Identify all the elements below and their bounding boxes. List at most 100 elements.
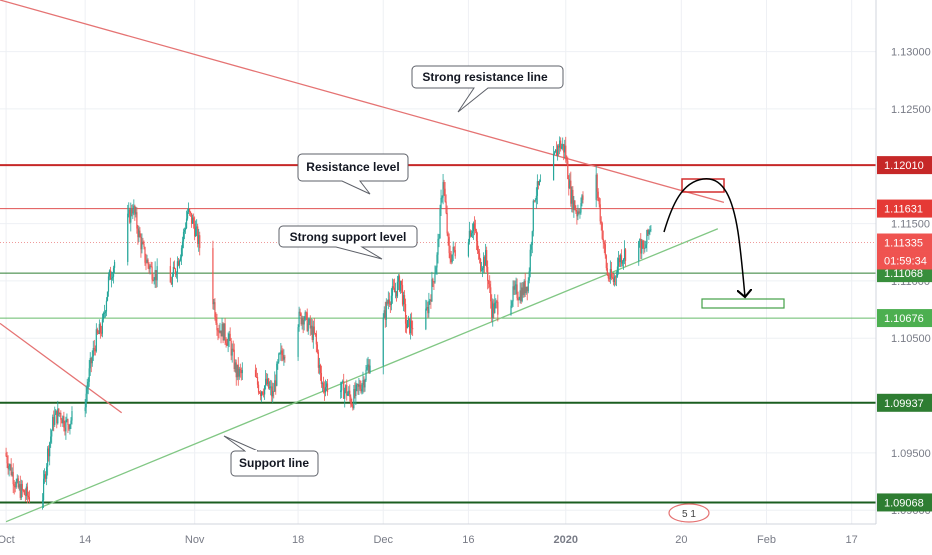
candle-body <box>604 244 606 256</box>
candle-body <box>407 318 410 321</box>
time-axis[interactable] <box>0 523 932 550</box>
candle-body <box>49 442 51 457</box>
candle-body <box>156 266 158 281</box>
price-tag-label: 1.12010 <box>884 160 924 172</box>
candle-body <box>108 270 111 277</box>
candle-body <box>93 347 95 349</box>
candle-body <box>489 284 491 288</box>
candle-body <box>71 411 73 421</box>
candle-body <box>537 181 539 185</box>
candle-body <box>367 364 369 368</box>
candle-body <box>366 367 368 370</box>
candle-body <box>64 427 66 432</box>
candle-body <box>536 181 538 196</box>
candle-body <box>230 340 232 356</box>
candle-body <box>44 474 46 479</box>
candle-body <box>621 261 624 264</box>
trendline-resistance <box>0 0 725 204</box>
candle-body <box>269 387 271 389</box>
candle-body <box>446 212 448 234</box>
event-marker-text: 5 1 <box>682 509 696 520</box>
candle-body <box>392 286 394 288</box>
callout-resistance-level[interactable]: Resistance level <box>297 153 409 195</box>
candle-body <box>539 180 542 182</box>
candle-body <box>220 330 222 337</box>
price-tick-label: 1.09500 <box>891 448 931 460</box>
candle-body <box>28 497 31 502</box>
candle-body <box>650 229 652 231</box>
candle-body <box>95 329 97 352</box>
projection-arc <box>663 178 745 297</box>
candle-body <box>359 384 361 389</box>
candle-body <box>63 416 65 428</box>
candle-body <box>477 250 480 254</box>
candle-body <box>350 396 352 405</box>
candle-body <box>305 312 307 314</box>
candle-body <box>406 320 409 329</box>
trendline-early-resistance <box>0 322 123 414</box>
candle-body <box>146 259 148 263</box>
candle-body <box>527 280 529 292</box>
candle-body <box>135 212 137 215</box>
candle-body <box>398 276 401 291</box>
candle-body <box>577 211 579 217</box>
candle-body <box>136 212 138 229</box>
candle-body <box>7 463 9 470</box>
candle-body <box>154 270 156 280</box>
candle-body <box>382 317 384 366</box>
candle-body <box>229 333 231 341</box>
candle-body <box>560 140 562 149</box>
candle-body <box>553 152 556 154</box>
candle-body <box>576 211 578 217</box>
callout-support-line[interactable]: Support line <box>223 435 319 477</box>
candle-body <box>20 484 22 498</box>
candle-body <box>349 390 351 397</box>
candle-body <box>344 390 346 399</box>
candle-body <box>438 238 440 240</box>
candle-body <box>323 388 326 393</box>
candle-body <box>25 486 27 496</box>
price-tag-label: 1.10676 <box>884 313 924 325</box>
callout-strong-support[interactable]: Strong support level <box>278 225 418 260</box>
candle-body <box>563 144 565 153</box>
candle-body <box>11 471 13 475</box>
candle-body <box>89 357 91 369</box>
callout-strong-resistance[interactable]: Strong resistance line <box>411 65 564 113</box>
event-marker[interactable]: 5 1 <box>668 503 710 523</box>
candle-body <box>257 384 260 393</box>
candle-body <box>175 273 178 275</box>
callout-strong-support-text: Strong support level <box>290 230 407 244</box>
candle-body <box>434 274 436 283</box>
candle-body <box>5 452 7 456</box>
candle-body <box>393 287 396 293</box>
projection-drawing <box>663 178 785 309</box>
price-tag-bg <box>877 156 932 175</box>
candle-body <box>643 247 645 249</box>
candle-body <box>480 270 483 271</box>
candle-body <box>487 266 489 281</box>
candle-body <box>494 302 496 313</box>
candle-body <box>256 376 259 385</box>
candle-body <box>260 391 263 396</box>
candle-body <box>219 330 221 333</box>
candle-body <box>275 380 277 386</box>
candle-body <box>387 299 389 304</box>
candle-body <box>65 419 67 432</box>
candle-body <box>524 280 526 294</box>
candle-body <box>179 257 182 261</box>
price-tick-label: 1.13000 <box>891 47 931 59</box>
candle-body <box>526 286 528 292</box>
candle-body <box>6 455 8 464</box>
candle-body <box>362 380 364 385</box>
candle-body <box>306 312 308 331</box>
candle-body <box>236 364 238 378</box>
candle-body <box>223 323 225 341</box>
candle-body <box>478 253 481 259</box>
candle-body <box>439 209 441 239</box>
candle-body <box>304 312 306 320</box>
candle-body <box>213 302 215 305</box>
candle-body <box>54 414 56 425</box>
candle-body <box>486 250 488 267</box>
